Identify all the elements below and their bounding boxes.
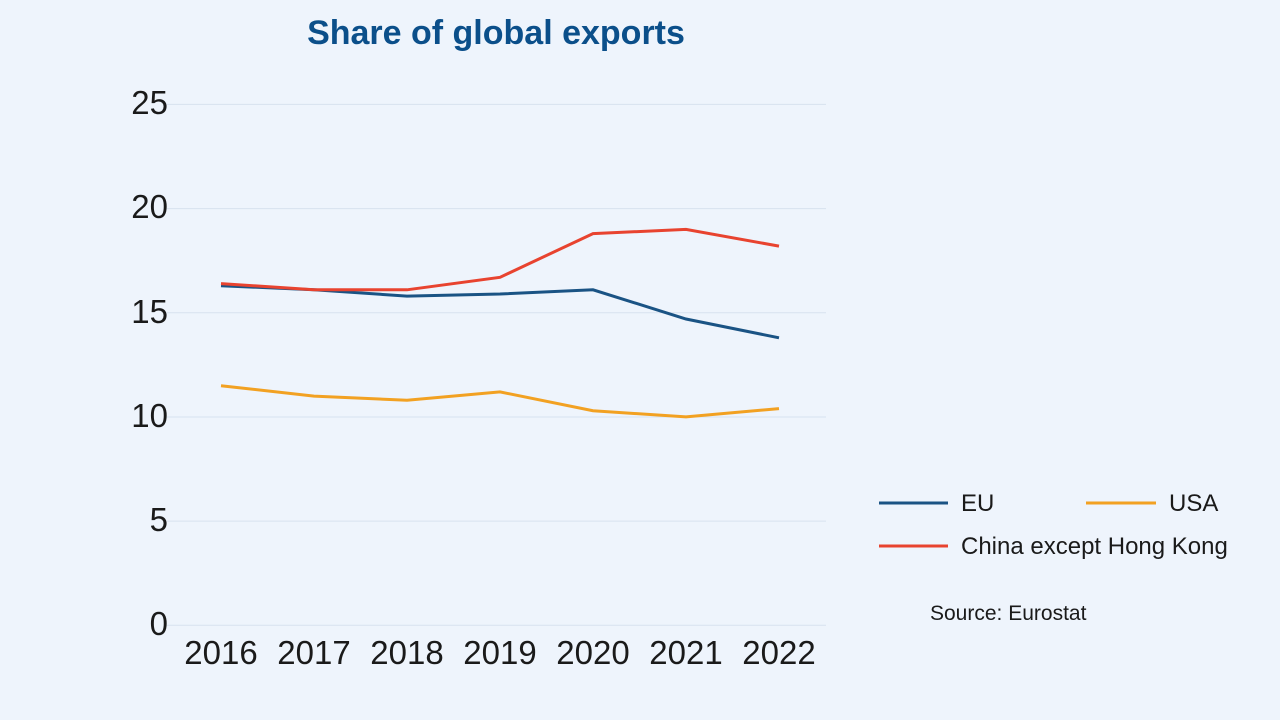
svg-text:2019: 2019 — [463, 634, 536, 671]
svg-text:EU: EU — [961, 490, 994, 517]
svg-text:10: 10 — [131, 397, 168, 434]
svg-text:2016: 2016 — [184, 634, 257, 671]
svg-text:2018: 2018 — [370, 634, 443, 671]
svg-text:0: 0 — [150, 605, 168, 642]
svg-text:25: 25 — [131, 84, 168, 121]
svg-text:20: 20 — [131, 188, 168, 225]
svg-text:2022: 2022 — [742, 634, 815, 671]
svg-text:USA: USA — [1169, 490, 1218, 517]
svg-text:Source: Eurostat: Source: Eurostat — [930, 602, 1087, 625]
svg-text:5: 5 — [150, 501, 168, 538]
svg-text:2020: 2020 — [556, 634, 629, 671]
svg-text:15: 15 — [131, 293, 168, 330]
svg-text:China except Hong Kong: China except Hong Kong — [961, 533, 1228, 560]
svg-text:2021: 2021 — [649, 634, 722, 671]
svg-text:2017: 2017 — [277, 634, 350, 671]
